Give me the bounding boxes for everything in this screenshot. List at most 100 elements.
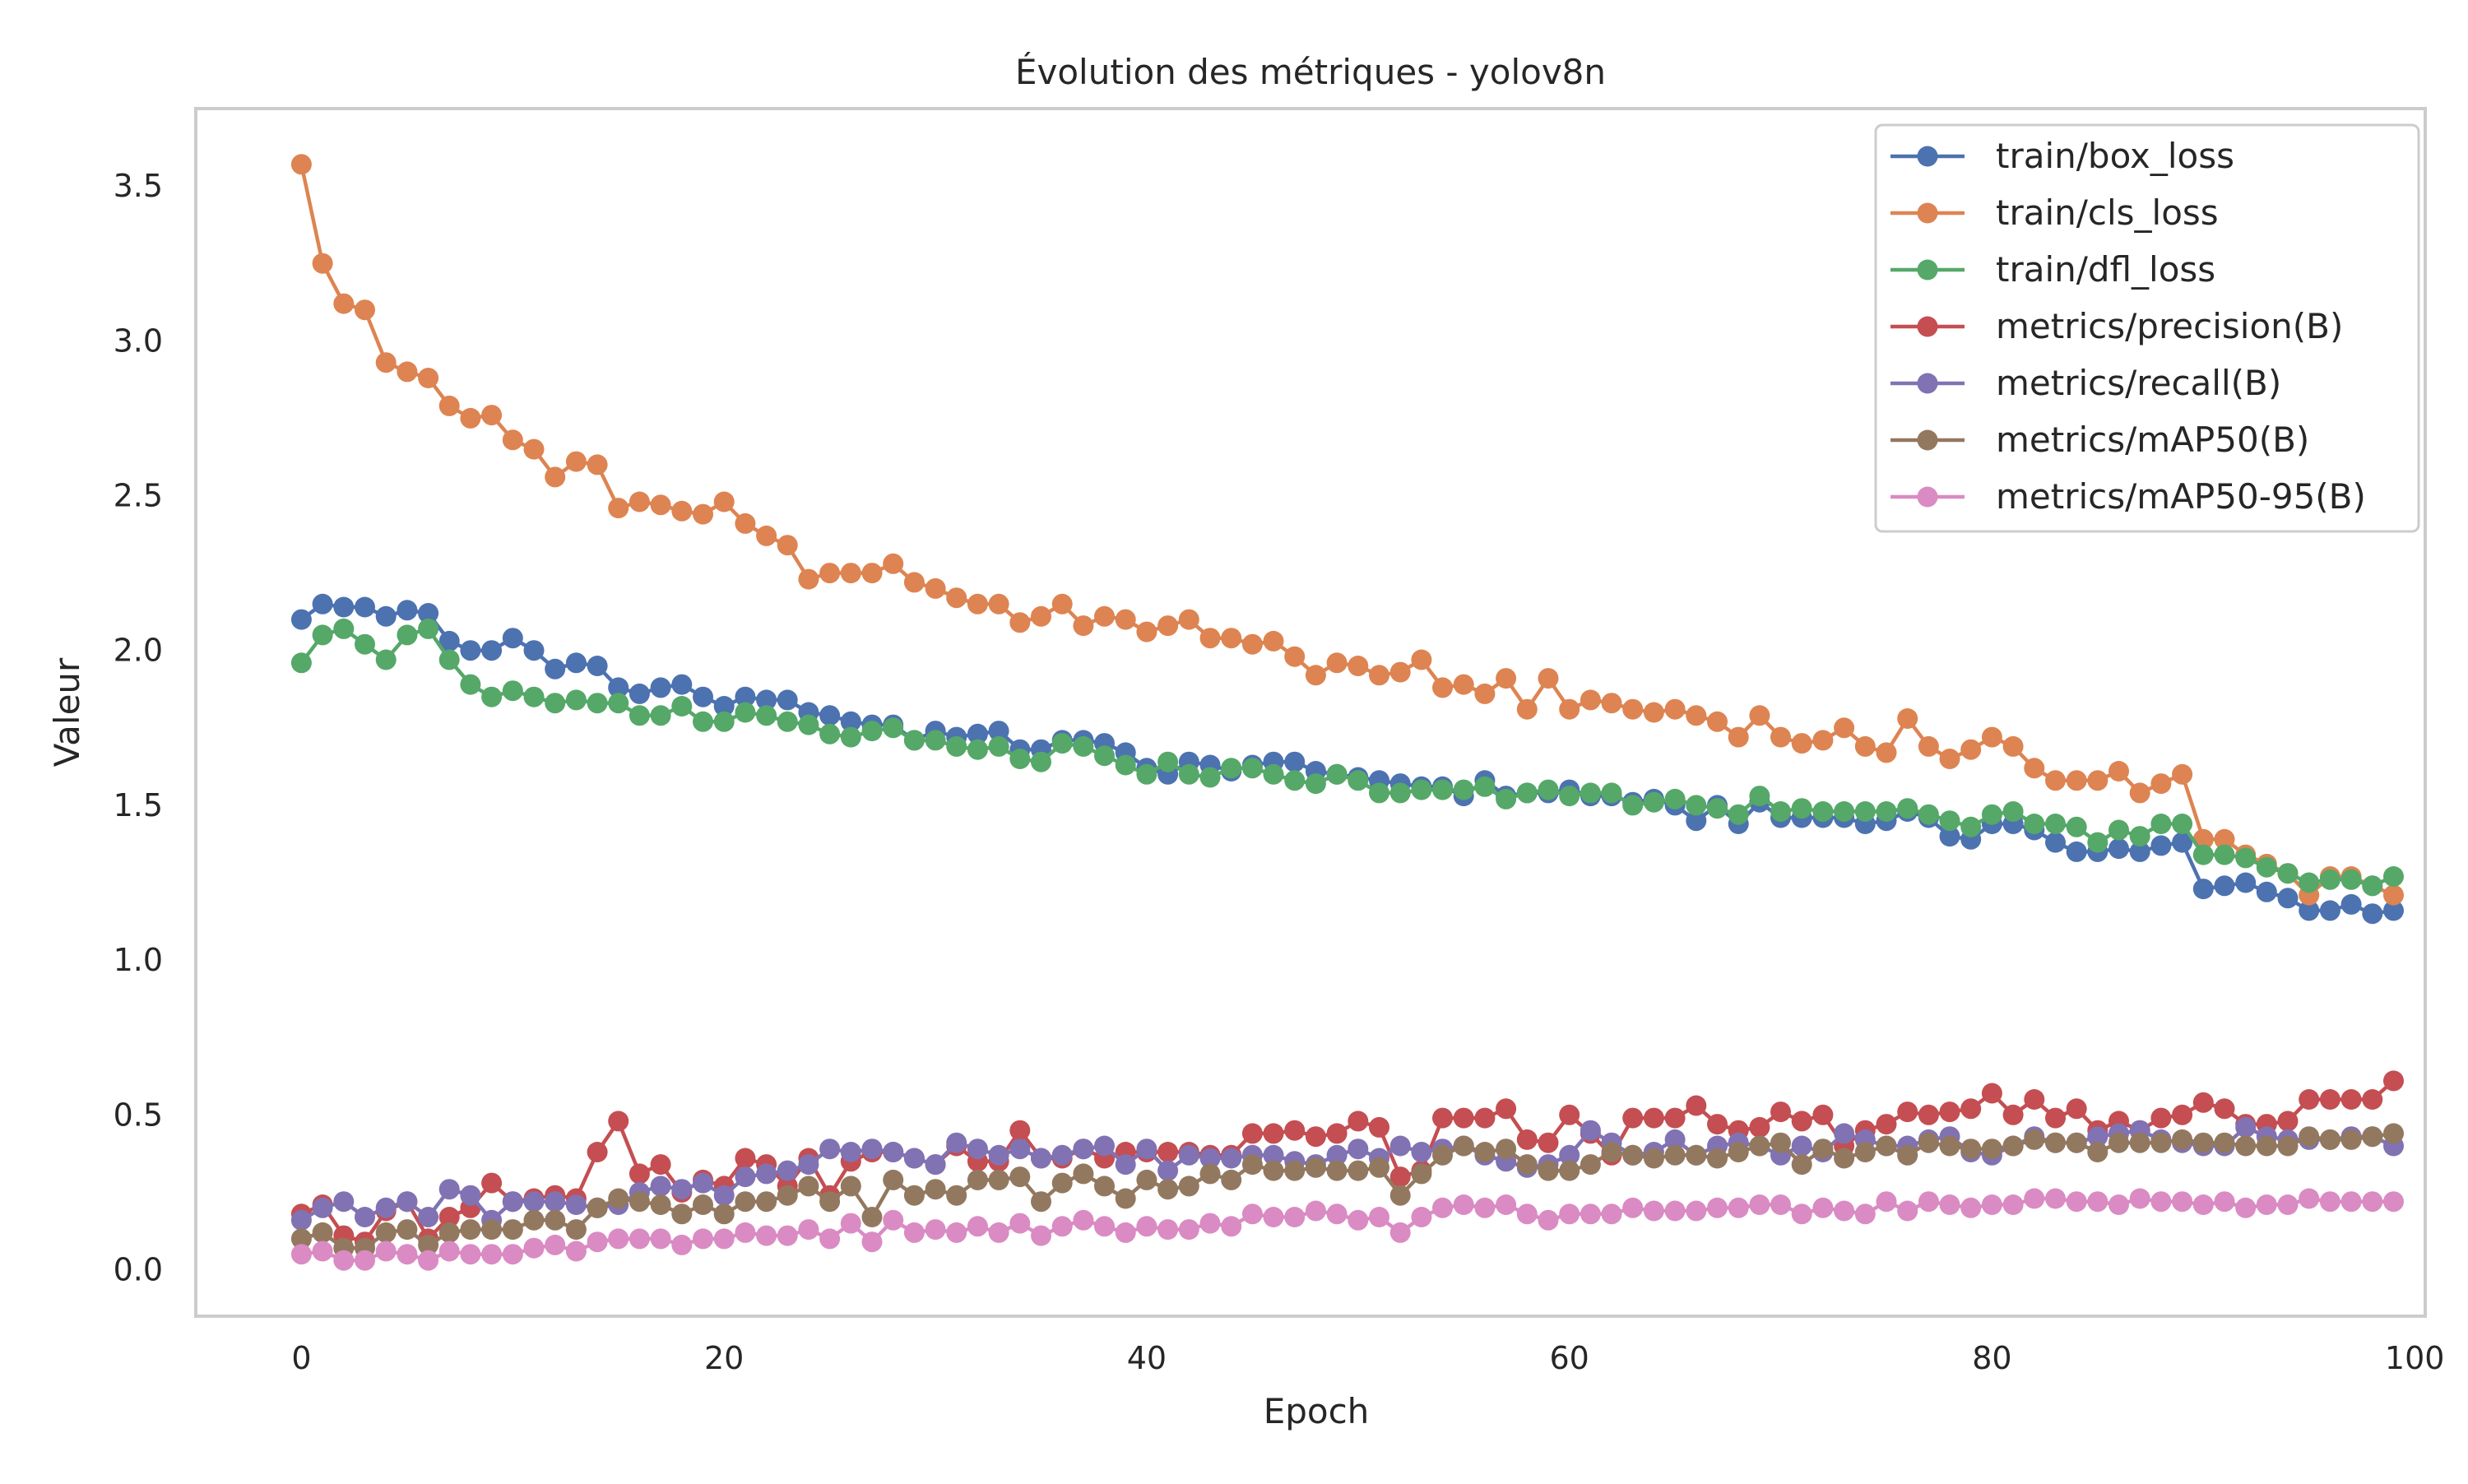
data-point [1389,782,1411,804]
data-point [925,1154,946,1176]
data-point [1348,1209,1369,1231]
data-point [2319,1089,2340,1110]
data-point [481,640,503,661]
x-tick-label: 80 [1972,1340,2011,1376]
data-point [1009,1139,1031,1160]
data-point [2235,1197,2257,1218]
data-point [1791,1111,1812,1132]
data-point [2235,847,2257,869]
data-point [2172,814,2193,834]
data-point [375,1222,397,1243]
data-point [438,630,460,652]
data-point [1263,1144,1284,1166]
data-point [1432,1197,1453,1218]
data-point [1221,1169,1242,1190]
data-point [290,1228,312,1250]
data-point [2214,1132,2235,1153]
data-point [1601,1142,1622,1162]
data-point [418,1207,439,1227]
data-point [671,1179,693,1200]
series-train-dfl-loss [290,618,2404,897]
data-point [1749,705,1770,726]
data-point [1664,788,1686,809]
data-point [819,563,841,584]
data-point [988,735,1009,757]
legend-marker [1917,486,1938,508]
data-point [1389,1185,1411,1206]
data-point [397,361,418,383]
data-point [735,512,756,534]
data-point [1284,1160,1306,1181]
data-point [1326,1144,1348,1166]
data-point [1263,1207,1284,1227]
data-point [1178,1176,1199,1197]
data-point [1432,677,1453,698]
data-point [375,649,397,670]
data-point [1009,1120,1031,1141]
data-point [671,1234,693,1255]
data-point [1305,1126,1326,1148]
legend-marker [1917,373,1938,394]
data-point [756,1225,777,1246]
data-point [713,1228,735,1250]
data-point [967,593,988,614]
data-point [1009,749,1031,769]
data-point [1686,1095,1707,1116]
data-point [1031,605,1051,627]
data-point [1749,786,1770,807]
data-point [333,1250,355,1271]
data-point [608,693,629,714]
legend-marker [1917,202,1938,224]
data-point [2299,900,2320,921]
series-line [299,162,2396,897]
data-point [1094,1135,1115,1157]
data-point [756,1191,777,1213]
data-point [1728,1197,1749,1218]
data-point [1918,1191,1939,1213]
data-point [1876,801,1897,822]
data-point [2235,1116,2257,1138]
data-point [1559,1104,1580,1125]
data-point [587,1142,608,1162]
data-point [1559,1160,1580,1181]
data-point [1559,1203,1580,1225]
data-point [1601,1203,1622,1225]
data-point [756,525,777,546]
data-point [1516,698,1538,720]
data-point [798,1176,819,1197]
data-point [1939,810,1960,832]
data-point [693,1228,713,1250]
data-point [1897,1144,1918,1166]
y-tick-label: 3.5 [114,168,163,204]
data-point [1791,1135,1812,1157]
data-point [438,395,460,416]
data-point [1474,1107,1496,1129]
data-point [650,677,671,698]
data-point [1051,1144,1073,1166]
data-point [523,1237,545,1259]
data-point [967,723,988,744]
data-point [2383,1123,2404,1144]
data-point [861,1139,883,1160]
data-point [2024,1129,2045,1150]
data-point [502,628,523,649]
data-point [1812,1197,1834,1218]
data-point [1453,1194,1474,1215]
data-point [1241,1154,1263,1176]
data-point [2172,832,2193,853]
data-point [1686,810,1707,832]
data-point [1031,751,1051,772]
data-point [1981,804,2002,825]
data-point [2066,770,2087,791]
data-point [333,1191,355,1213]
data-point [1664,1200,1686,1222]
data-point [1411,1142,1432,1162]
data-point [2002,1194,2024,1215]
data-point [1770,1194,1791,1215]
data-point [819,1228,841,1250]
data-point [1516,782,1538,804]
data-point [2087,1142,2108,1162]
data-point [1073,735,1094,757]
data-point [502,1191,523,1213]
data-point [1199,1213,1221,1234]
